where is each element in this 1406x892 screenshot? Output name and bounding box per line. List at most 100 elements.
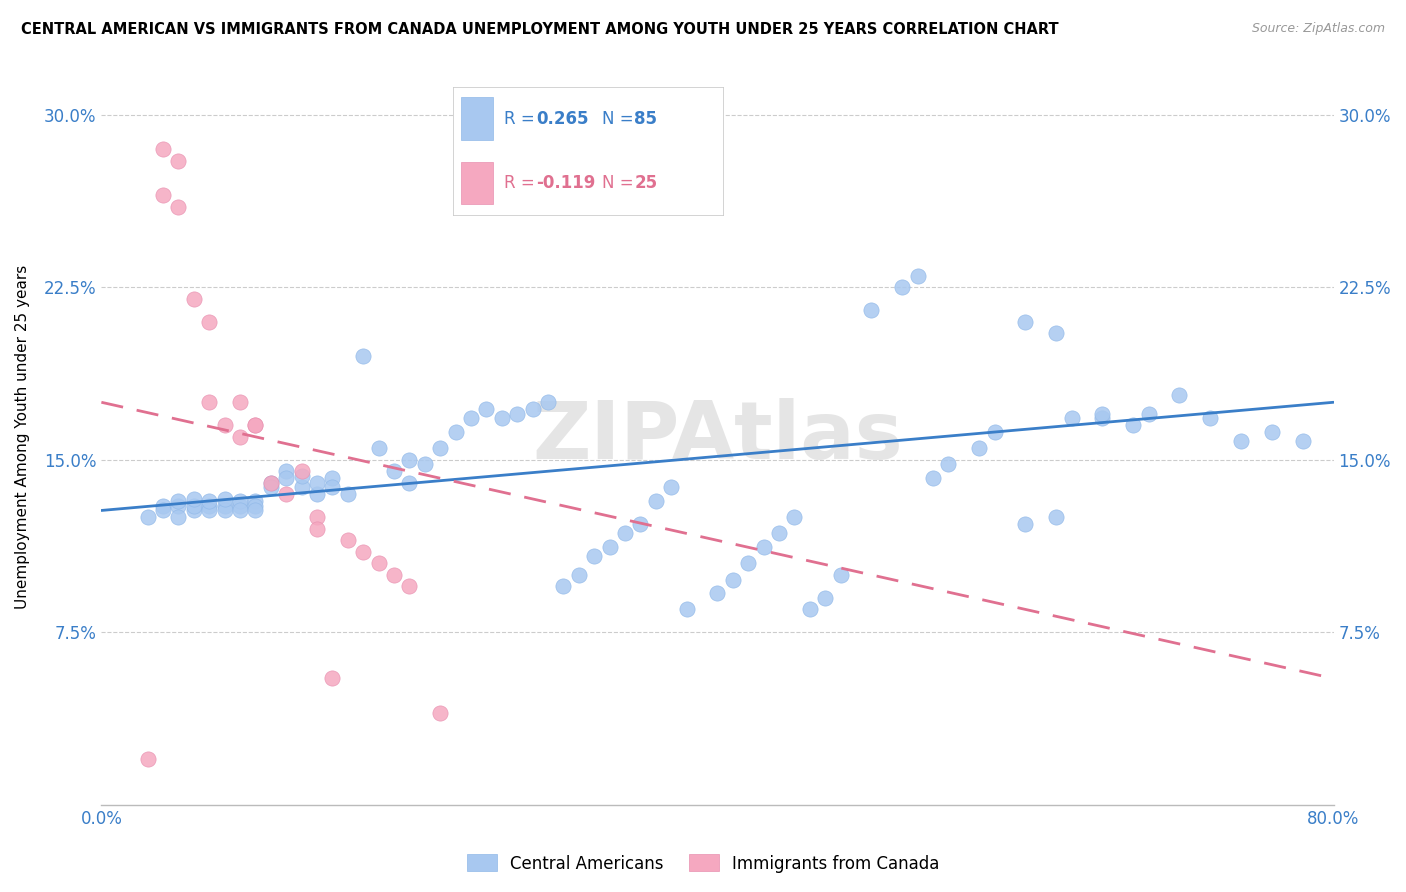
Point — [1230, 434, 1253, 449]
Point — [860, 303, 883, 318]
Point — [260, 475, 283, 490]
Point — [198, 499, 221, 513]
Point — [245, 503, 267, 517]
Point — [783, 510, 806, 524]
Point — [1091, 407, 1114, 421]
Point — [136, 752, 159, 766]
Point — [245, 494, 267, 508]
Point — [352, 349, 374, 363]
Point — [229, 430, 252, 444]
Point — [183, 503, 205, 517]
Point — [583, 549, 606, 564]
Point — [336, 533, 359, 548]
Point — [291, 464, 314, 478]
Point — [214, 491, 236, 506]
Point — [752, 541, 775, 555]
Point — [938, 458, 960, 472]
Point — [522, 402, 544, 417]
Point — [167, 510, 190, 524]
Point — [167, 494, 190, 508]
Point — [321, 480, 343, 494]
Point — [276, 487, 298, 501]
Point — [1014, 517, 1036, 532]
Point — [398, 452, 420, 467]
Point — [768, 526, 790, 541]
Point — [152, 499, 174, 513]
Point — [644, 494, 666, 508]
Point — [506, 407, 529, 421]
Point — [183, 491, 205, 506]
Point — [1122, 418, 1144, 433]
Point — [568, 568, 591, 582]
Point — [367, 442, 389, 456]
Point — [491, 411, 513, 425]
Point — [1045, 510, 1067, 524]
Point — [922, 471, 945, 485]
Point — [614, 526, 637, 541]
Point — [1060, 411, 1083, 425]
Point — [967, 442, 990, 456]
Point — [367, 557, 389, 571]
Point — [398, 475, 420, 490]
Point — [429, 442, 451, 456]
Point — [352, 545, 374, 559]
Point — [152, 188, 174, 202]
Point — [167, 499, 190, 513]
Point — [276, 464, 298, 478]
Point — [321, 672, 343, 686]
Point — [1091, 411, 1114, 425]
Point — [1014, 315, 1036, 329]
Y-axis label: Unemployment Among Youth under 25 years: Unemployment Among Youth under 25 years — [15, 265, 30, 609]
Point — [152, 503, 174, 517]
Point — [291, 469, 314, 483]
Text: CENTRAL AMERICAN VS IMMIGRANTS FROM CANADA UNEMPLOYMENT AMONG YOUTH UNDER 25 YEA: CENTRAL AMERICAN VS IMMIGRANTS FROM CANA… — [21, 22, 1059, 37]
Point — [475, 402, 498, 417]
Point — [167, 153, 190, 168]
Point — [305, 475, 328, 490]
Point — [245, 499, 267, 513]
Point — [1292, 434, 1315, 449]
Point — [198, 395, 221, 409]
Point — [413, 458, 436, 472]
Point — [214, 418, 236, 433]
Point — [291, 480, 314, 494]
Point — [599, 541, 621, 555]
Point — [260, 480, 283, 494]
Point — [198, 494, 221, 508]
Point — [460, 411, 482, 425]
Point — [183, 292, 205, 306]
Point — [276, 471, 298, 485]
Point — [1137, 407, 1160, 421]
Point — [1199, 411, 1222, 425]
Text: Source: ZipAtlas.com: Source: ZipAtlas.com — [1251, 22, 1385, 36]
Point — [814, 591, 837, 605]
Point — [830, 568, 852, 582]
Point — [214, 499, 236, 513]
Point — [429, 706, 451, 720]
Legend: Central Americans, Immigrants from Canada: Central Americans, Immigrants from Canad… — [460, 847, 946, 880]
Point — [245, 418, 267, 433]
Point — [983, 425, 1005, 440]
Point — [706, 586, 728, 600]
Point — [183, 499, 205, 513]
Point — [229, 499, 252, 513]
Point — [891, 280, 914, 294]
Point — [305, 510, 328, 524]
Text: ZIPAtlas: ZIPAtlas — [531, 398, 903, 475]
Point — [537, 395, 560, 409]
Point — [198, 503, 221, 517]
Point — [167, 200, 190, 214]
Point — [229, 395, 252, 409]
Point — [444, 425, 467, 440]
Point — [1045, 326, 1067, 341]
Point — [136, 510, 159, 524]
Point — [553, 579, 575, 593]
Point — [229, 503, 252, 517]
Point — [260, 475, 283, 490]
Point — [336, 487, 359, 501]
Point — [152, 142, 174, 156]
Point — [907, 268, 929, 283]
Point — [737, 557, 759, 571]
Point — [675, 602, 697, 616]
Point — [799, 602, 821, 616]
